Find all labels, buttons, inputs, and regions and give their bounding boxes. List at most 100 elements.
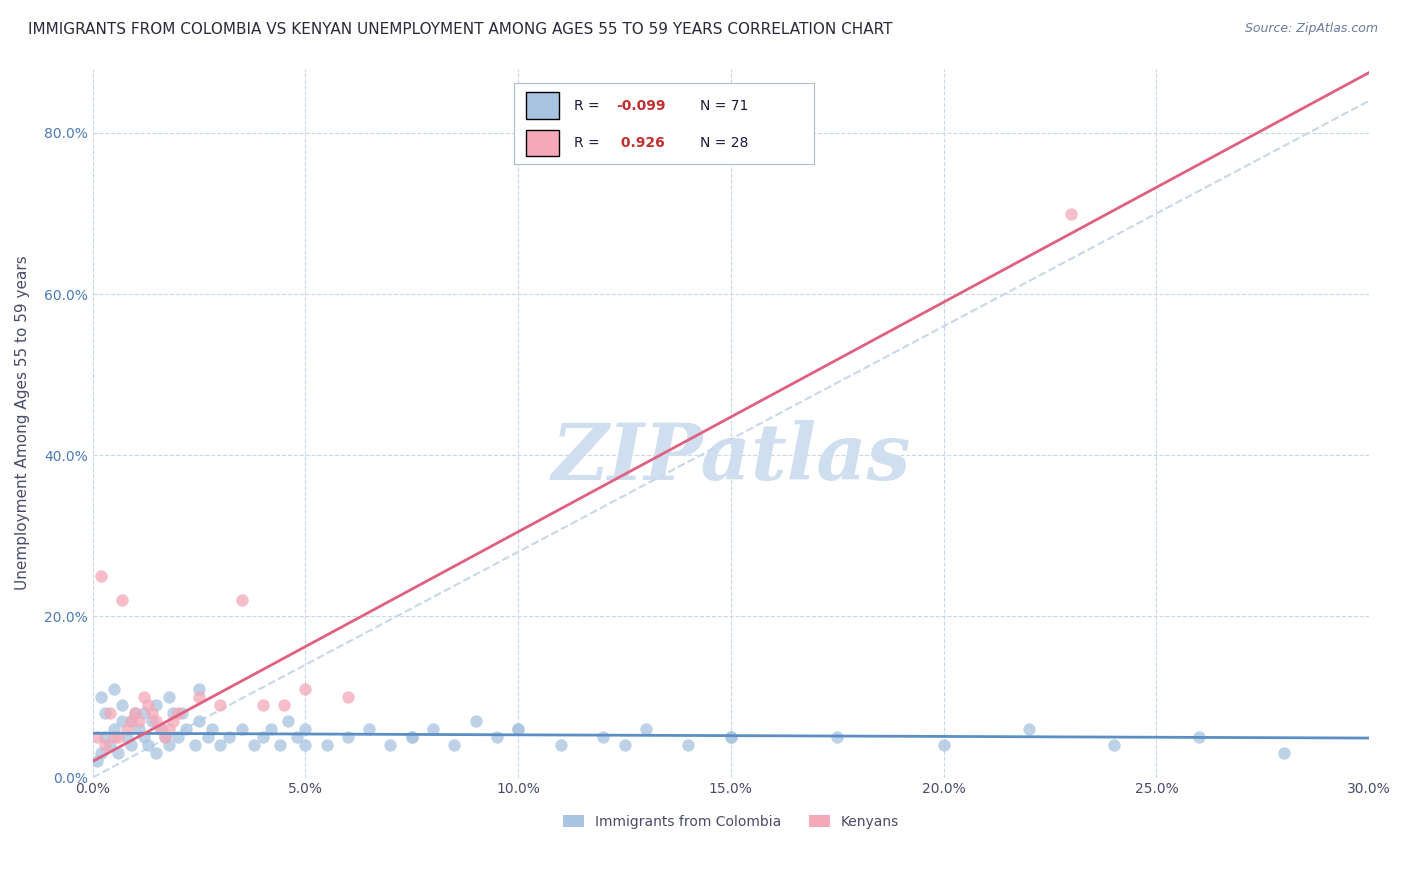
Point (485, 731, 508, 745)
Point (90, 569, 112, 583)
Point (294, 722, 316, 736)
Point (86, 731, 108, 745)
Point (188, 714, 211, 728)
Point (401, 731, 423, 745)
Point (166, 706, 188, 720)
Point (111, 593, 134, 607)
Point (634, 722, 657, 736)
Point (269, 739, 291, 753)
Point (443, 739, 465, 753)
Point (336, 690, 359, 704)
Point (184, 739, 207, 753)
Point (98, 739, 121, 753)
Point (209, 739, 232, 753)
Point (141, 714, 163, 728)
Point (107, 731, 129, 745)
Point (260, 722, 283, 736)
Point (209, 698, 232, 712)
Point (277, 714, 299, 728)
Point (231, 593, 253, 607)
Point (157, 722, 180, 736)
Point (103, 681, 125, 696)
Point (94, 706, 117, 720)
Point (128, 714, 150, 728)
Legend: Immigrants from Colombia, Kenyans: Immigrants from Colombia, Kenyans (557, 809, 904, 834)
Point (464, 714, 486, 728)
Point (508, 722, 530, 736)
Point (273, 698, 295, 712)
Point (107, 747, 129, 761)
Point (115, 731, 138, 745)
Point (231, 722, 253, 736)
Point (188, 681, 211, 696)
Point (218, 731, 240, 745)
Point (120, 739, 142, 753)
Point (145, 714, 167, 728)
Point (166, 731, 188, 745)
Point (592, 731, 614, 745)
Point (141, 706, 163, 720)
Point (252, 698, 274, 712)
Point (1018, 722, 1040, 736)
Y-axis label: Unemployment Among Ages 55 to 59 years: Unemployment Among Ages 55 to 59 years (15, 256, 30, 591)
Point (508, 722, 530, 736)
Point (422, 722, 444, 736)
Point (359, 722, 381, 736)
Point (294, 739, 316, 753)
Point (1102, 739, 1125, 753)
Point (86, 755, 108, 769)
Point (136, 739, 159, 753)
Point (124, 706, 146, 720)
Text: ZIPatlas: ZIPatlas (551, 420, 911, 497)
Point (1060, 206, 1083, 220)
Point (145, 747, 167, 761)
Point (103, 722, 125, 736)
Point (401, 731, 423, 745)
Point (103, 731, 125, 745)
Point (201, 722, 224, 736)
Point (613, 739, 636, 753)
Point (170, 706, 193, 720)
Point (162, 714, 184, 728)
Point (294, 681, 316, 696)
Point (336, 731, 359, 745)
Point (380, 739, 402, 753)
Text: Source: ZipAtlas.com: Source: ZipAtlas.com (1244, 22, 1378, 36)
Point (162, 706, 184, 720)
Point (90, 747, 112, 761)
Point (90, 690, 112, 704)
Point (115, 722, 138, 736)
Point (678, 739, 700, 753)
Text: IMMIGRANTS FROM COLOMBIA VS KENYAN UNEMPLOYMENT AMONG AGES 55 TO 59 YEARS CORREL: IMMIGRANTS FROM COLOMBIA VS KENYAN UNEMP… (28, 22, 893, 37)
Point (174, 722, 197, 736)
Point (1272, 747, 1295, 761)
Point (149, 722, 172, 736)
Point (111, 714, 134, 728)
Point (197, 731, 219, 745)
Point (145, 698, 167, 712)
Point (157, 690, 180, 704)
Point (98, 706, 121, 720)
Point (720, 731, 742, 745)
Point (132, 731, 155, 745)
Point (153, 731, 176, 745)
Point (111, 698, 134, 712)
Point (315, 739, 337, 753)
Point (252, 731, 274, 745)
Point (243, 739, 266, 753)
Point (120, 714, 142, 728)
Point (120, 714, 142, 728)
Point (153, 731, 176, 745)
Point (132, 706, 155, 720)
Point (285, 731, 308, 745)
Point (825, 731, 848, 745)
Point (157, 739, 180, 753)
Point (550, 739, 572, 753)
Point (94, 739, 117, 753)
Point (1188, 731, 1211, 745)
Point (720, 731, 742, 745)
Point (94, 731, 117, 745)
Point (188, 690, 211, 704)
Point (124, 706, 146, 720)
Point (132, 690, 155, 704)
